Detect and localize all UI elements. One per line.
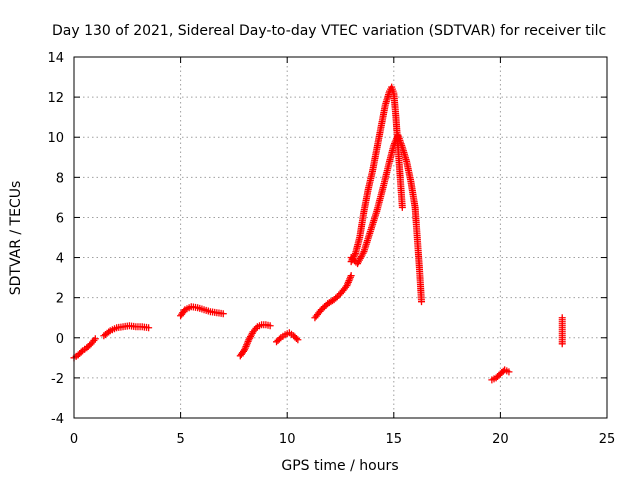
series-seg9 <box>488 366 513 384</box>
data-point <box>390 141 398 149</box>
y-tick-labels: -4 -2 0 2 4 6 8 10 12 14 <box>47 51 64 427</box>
x-tick-label: 20 <box>492 432 509 447</box>
x-tick-labels: 0 5 10 15 20 25 <box>70 432 615 447</box>
data-point <box>292 334 300 342</box>
data-point <box>266 322 274 330</box>
data-point <box>241 346 249 354</box>
x-tick-label: 10 <box>279 432 296 447</box>
data-point <box>344 278 352 286</box>
plot-frame <box>73 56 608 419</box>
data-point <box>346 275 354 283</box>
series-seg5 <box>273 329 302 346</box>
data-point <box>77 348 85 356</box>
data-point <box>347 254 355 262</box>
data-point <box>332 294 340 302</box>
series-seg10 <box>558 314 566 348</box>
data-point <box>347 272 355 280</box>
data-point <box>319 304 327 312</box>
data-point <box>294 336 302 344</box>
data-point <box>145 324 153 332</box>
data-point <box>242 342 250 350</box>
data-point <box>244 337 252 345</box>
y-tick-label: 6 <box>56 211 64 226</box>
data-point <box>275 335 283 343</box>
chart-title: Day 130 of 2021, Sidereal Day-to-day VTE… <box>52 23 606 39</box>
y-tick-label: 8 <box>56 171 64 186</box>
y-tick-label: 10 <box>47 131 64 146</box>
data-point <box>105 328 113 336</box>
data-point <box>333 293 341 301</box>
series-seg7 <box>347 83 406 266</box>
data-point <box>91 335 99 343</box>
data-point <box>505 368 513 376</box>
y-tick-label: 12 <box>47 91 64 106</box>
data-point <box>398 203 406 211</box>
y-tick-label: 2 <box>56 292 64 307</box>
x-tick-label: 5 <box>176 432 184 447</box>
x-tick-label: 15 <box>386 432 403 447</box>
data-point <box>343 282 351 290</box>
data-point <box>391 140 399 148</box>
y-axis-label: SDTVAR / TECUs <box>8 181 24 296</box>
y-tick-label: 14 <box>47 51 64 66</box>
data-point <box>349 255 357 263</box>
x-tick-label: 25 <box>599 432 616 447</box>
data-point <box>418 298 426 306</box>
data-point <box>252 324 260 332</box>
series-seg3 <box>177 303 227 320</box>
data-point <box>219 310 227 318</box>
data-points <box>70 83 566 384</box>
series-seg4 <box>236 321 274 360</box>
data-point <box>321 303 329 311</box>
data-point <box>330 296 338 304</box>
grid-lines <box>74 57 607 418</box>
data-point <box>558 314 566 322</box>
y-tick-label: -4 <box>51 412 64 427</box>
y-tick-label: 4 <box>56 252 64 267</box>
axis-ticks <box>73 56 608 419</box>
data-point <box>345 277 353 285</box>
x-axis-label: GPS time / hours <box>281 458 398 474</box>
x-tick-label: 0 <box>70 432 78 447</box>
data-point <box>317 306 325 314</box>
y-tick-label: -2 <box>51 372 64 387</box>
data-point <box>241 344 249 352</box>
series-seg6 <box>311 272 355 322</box>
series-seg1 <box>70 335 99 362</box>
data-point <box>243 341 251 349</box>
series-seg8 <box>347 131 426 306</box>
data-point <box>90 336 98 344</box>
y-tick-label: 0 <box>56 332 64 347</box>
series-seg2 <box>100 322 153 340</box>
data-point <box>243 339 251 347</box>
data-point <box>346 273 354 281</box>
data-point <box>344 280 352 288</box>
